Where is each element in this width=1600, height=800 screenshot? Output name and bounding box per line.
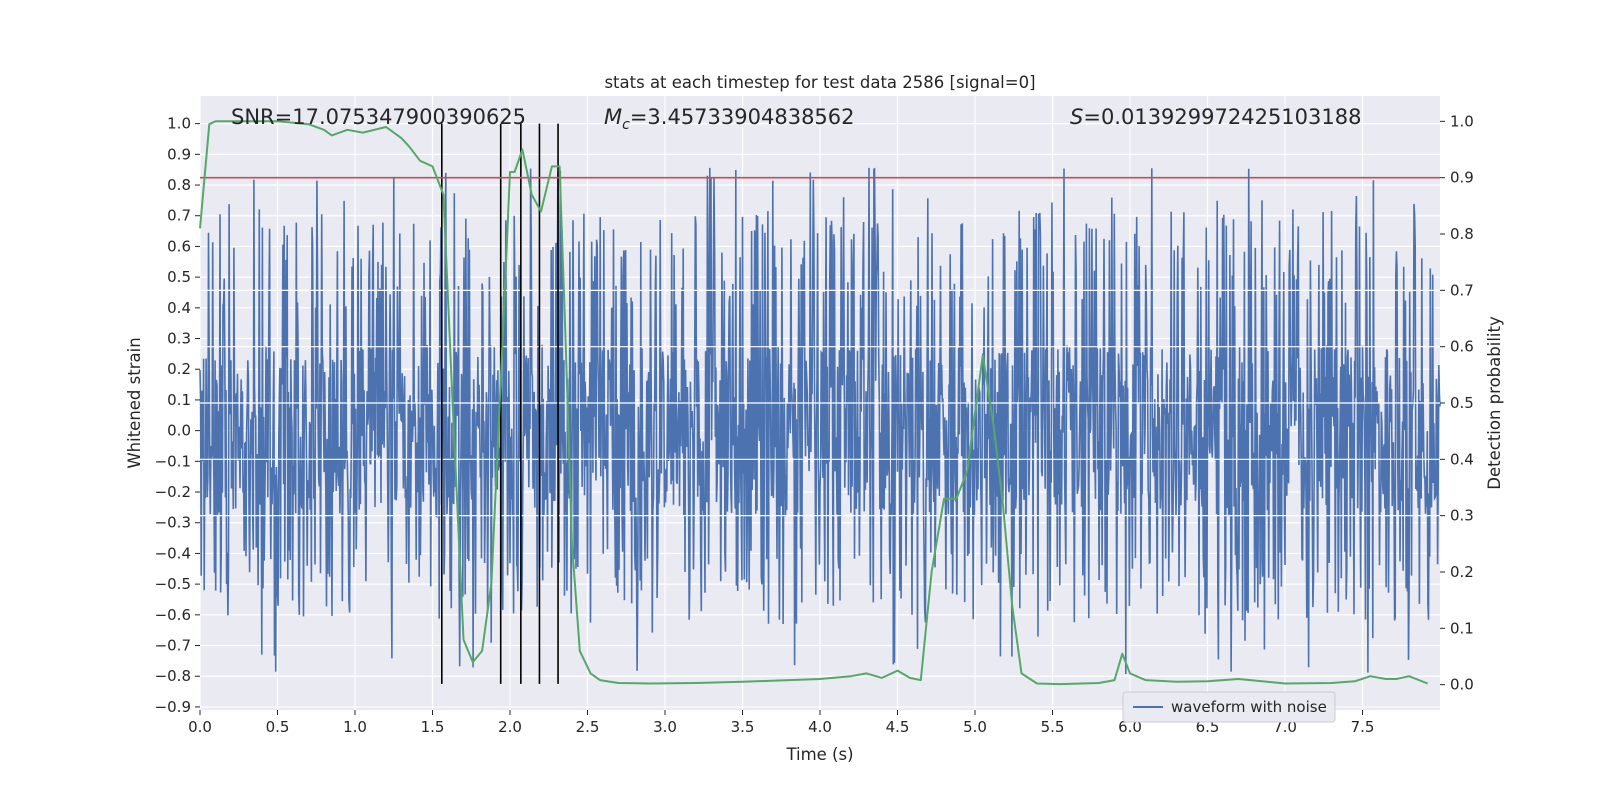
- y-left-tick-label: −0.7: [155, 637, 191, 655]
- legend-box: [1122, 691, 1336, 723]
- x-tick-label: 7.5: [1351, 718, 1375, 736]
- y-right-tick-label: 0.0: [1450, 676, 1474, 694]
- y-left-tick-label: 0.8: [167, 176, 191, 194]
- y-left-tick-label: −0.6: [155, 606, 191, 624]
- y-left-tick-label: 0.5: [167, 268, 191, 286]
- x-tick-label: 5.5: [1041, 718, 1065, 736]
- y-left-tick-label: −0.1: [155, 452, 191, 470]
- y-left-tick-label: 0.1: [167, 391, 191, 409]
- x-tick-label: 1.0: [343, 718, 367, 736]
- y-left-tick-label: −0.3: [155, 514, 191, 532]
- legend-label: waveform with noise: [1171, 698, 1327, 716]
- y-left-axis-label: Whitened strain: [125, 337, 144, 468]
- x-tick-label: 2.0: [498, 718, 522, 736]
- y-left-tick-label: −0.2: [155, 483, 191, 501]
- y-left-tick-label: 0.9: [167, 145, 191, 163]
- y-left-tick-label: 0.7: [167, 207, 191, 225]
- s-symbol: S: [1070, 105, 1083, 129]
- y-left-tick-label: −0.5: [155, 575, 191, 593]
- y-right-tick-label: 0.1: [1450, 619, 1474, 637]
- y-left-tick-label: 0.4: [167, 299, 191, 317]
- y-right-tick-label: 1.0: [1450, 112, 1474, 130]
- y-left-tick-label: −0.4: [155, 544, 191, 562]
- chart-title: stats at each timestep for test data 258…: [604, 73, 1035, 92]
- x-tick-label: 3.0: [653, 718, 677, 736]
- y-left-tick-label: 1.0: [167, 115, 191, 133]
- y-right-tick-label: 0.2: [1450, 563, 1474, 581]
- x-tick-label: 4.0: [808, 718, 832, 736]
- y-right-axis-label: Detection probability: [1485, 316, 1504, 490]
- y-right-tick-label: 0.8: [1450, 225, 1474, 243]
- y-right-tick-label: 0.4: [1450, 450, 1474, 468]
- mc-subscript: c: [622, 117, 630, 133]
- y-right-tick-label: 0.6: [1450, 338, 1474, 356]
- s-value: =0.013929972425103188: [1083, 105, 1361, 129]
- x-tick-label: 1.5: [421, 718, 445, 736]
- detection-probability-line: [199, 120, 1428, 686]
- mc-symbol: M: [604, 105, 622, 129]
- y-left-tick-label: 0.2: [167, 360, 191, 378]
- y-right-tick-label: 0.7: [1450, 281, 1474, 299]
- right-axis-gridlines: [200, 289, 1440, 517]
- x-tick-label: 0.5: [266, 718, 290, 736]
- y-left-ticks: −0.9 −0.8 −0.7 −0.6 −0.5 −0.4 −0.3 −0.2 −0.1 0.0 0…: [155, 115, 200, 716]
- waveform-series: [199, 167, 1441, 675]
- snr-annotation: SNR=17.075347900390625: [231, 105, 526, 129]
- x-tick-label: 3.5: [731, 718, 755, 736]
- x-axis-label: Time (s): [785, 745, 853, 764]
- y-left-tick-label: −0.9: [155, 698, 191, 716]
- y-right-ticks: 0.0 0.1 0.2 0.3 0.4 0.5 0.6 0.7 0.8 0.9 1.0: [1440, 112, 1474, 694]
- x-tick-label: 0.0: [188, 718, 212, 736]
- x-ticks: 0.0 0.5 1.0 1.5 2.0 2.5 3.0 3.5 4.0 4.5 5.0 5.5 6.0 6…: [188, 710, 1374, 736]
- x-tick-label: 5.0: [963, 718, 987, 736]
- vertical-markers: [440, 123, 559, 684]
- chirp-mass-annotation: Mc=3.45733904838562: [604, 105, 855, 133]
- s-annotation: S=0.013929972425103188: [1070, 105, 1361, 129]
- probability-series: [199, 120, 1428, 686]
- y-left-tick-label: 0.3: [167, 330, 191, 348]
- y-left-tick-label: −0.8: [155, 667, 191, 685]
- y-right-tick-label: 0.3: [1450, 507, 1474, 525]
- y-right-tick-label: 0.5: [1450, 394, 1474, 412]
- x-tick-label: 4.5: [886, 718, 910, 736]
- mc-value: =3.45733904838562: [630, 105, 855, 129]
- y-right-tick-label: 0.9: [1450, 169, 1474, 187]
- y-left-tick-label: 0.6: [167, 237, 191, 255]
- legend: waveform with noise: [1122, 691, 1336, 723]
- waveform-path: [199, 167, 1441, 675]
- x-tick-label: 2.5: [576, 718, 600, 736]
- y-left-tick-label: 0.0: [167, 422, 191, 440]
